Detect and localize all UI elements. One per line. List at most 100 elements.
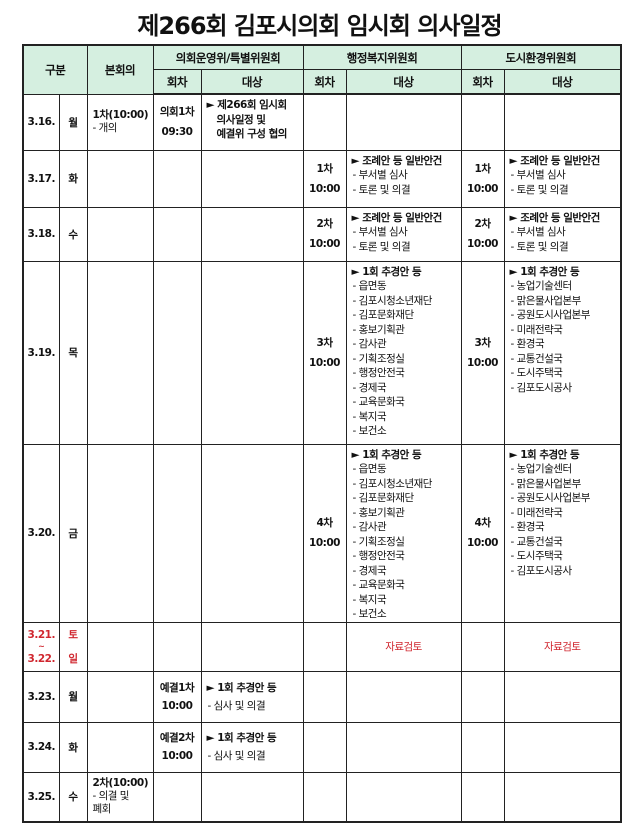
- c1-round-cell-line: 의회1차: [159, 106, 195, 119]
- day-text: 일: [68, 652, 78, 665]
- c2-round-cell: [302, 670, 347, 723]
- c2-round-cell-line: 10:00: [309, 182, 340, 195]
- table-row: 3.18. 수 2차 10:00 ► 조례안 등 일반안건 - 부서별 심사 - 토론 및 …: [22, 206, 622, 262]
- c3-round-cell-line: 10:00: [467, 356, 498, 369]
- c2-round-cell-line: 3차: [316, 336, 333, 349]
- c3-target-cell: ► 1회 추경안 등 - 농업기술센터 - 맑은물사업본부 - 공원도시사업본부 - 미…: [503, 443, 622, 623]
- c2-round-cell: [302, 721, 347, 773]
- c2-target-cell-line: ► 조례안 등 일반안건: [351, 154, 443, 167]
- empty-cell: [152, 621, 202, 672]
- c2-target-cell-line: - 부서별 심사: [352, 169, 408, 181]
- c3-target-cell-line: - 토론 및 의결: [510, 240, 569, 253]
- c3-target-cell-line: - 도시주택국: [510, 367, 563, 379]
- day-cell: 수: [58, 771, 88, 823]
- c3-target-cell-line: - 부서별 심사: [510, 169, 566, 181]
- header-committee1: 의회운영위/특별위원회: [152, 44, 304, 70]
- plenary-cell: [86, 721, 154, 773]
- c3-round-cell-line: 10:00: [467, 238, 498, 250]
- c2-target-cell: 자료검토: [345, 621, 462, 672]
- c2-target-cell-line: ► 1회 추경안 등: [351, 265, 422, 278]
- c1-round-cell-line: 예결2차: [159, 732, 195, 744]
- header-committee2: 행정복지위원회: [302, 44, 462, 70]
- day-cell: 월: [58, 93, 88, 151]
- table-row: 3.19. 목 3차 10:00 ► 1회 추경안 등 - 읍면동 - 김포시청소년재단 - …: [22, 260, 622, 445]
- date-cell: 3.18.: [22, 206, 60, 262]
- table-row: 3.25. 수 2차(10:00) - 의결 및 폐회: [22, 771, 622, 823]
- plenary-cell: [86, 149, 154, 208]
- c1-target-cell: ► 1회 추경안 등 - 심사 및 의결: [200, 721, 304, 773]
- plenary-cell: [86, 206, 154, 262]
- c3-round-cell-line: 3차: [474, 336, 491, 349]
- c3-target-cell-line: - 토론 및 의결: [510, 183, 569, 196]
- c3-round-cell: [460, 771, 505, 823]
- date-cell: 3.17.: [22, 149, 60, 208]
- day-cell: 화: [58, 721, 88, 773]
- c2-target-cell-line: ► 조례안 등 일반안건: [351, 211, 443, 224]
- plenary-cell: 1차(10:00) - 개의: [86, 93, 154, 151]
- header-target: 대상: [503, 69, 622, 95]
- c3-round-cell-line: 4차: [474, 517, 491, 529]
- c1-target-cell: [200, 771, 304, 823]
- c1-target-cell-line: ► 제266회 임시회: [206, 99, 288, 111]
- c2-target-cell: ► 조례안 등 일반안건 - 부서별 심사 - 토론 및 의결: [345, 206, 462, 262]
- c2-target-cell-line: - 경제국: [352, 381, 387, 394]
- c2-round-cell: 2차 10:00: [302, 206, 347, 262]
- date-cell: 3.24.: [22, 721, 60, 773]
- c3-target-cell-line: - 미래전략국: [510, 506, 563, 519]
- c3-round-cell-line: 1차: [474, 162, 491, 175]
- c3-round-cell-line: 10:00: [467, 182, 498, 195]
- c3-target-cell: [503, 93, 622, 151]
- c3-target-cell: ► 조례안 등 일반안건 - 부서별 심사 - 토론 및 의결: [503, 206, 622, 262]
- c2-target-cell-line: - 교육문화국: [352, 579, 405, 591]
- c2-target-cell-line: - 김포시청소년재단: [352, 294, 433, 307]
- c1-round-cell: 예결1차 10:00: [152, 670, 202, 723]
- c2-round-cell-line: 10:00: [309, 537, 340, 549]
- c3-target-cell: [503, 670, 622, 723]
- c3-target-cell-line: - 맑은물사업본부: [510, 294, 582, 307]
- plenary-cell-line: 폐회: [92, 803, 112, 816]
- c3-target-cell-line: - 공원도시사업본부: [510, 309, 591, 321]
- header-round: 회차: [302, 69, 347, 95]
- table-row: 3.23. 월 예결1차 10:00 ► 1회 추경안 등 - 심사 및 의결: [22, 670, 622, 723]
- c2-target-cell-line: - 토론 및 의결: [352, 240, 411, 253]
- empty-cell: [200, 621, 304, 672]
- c3-target-cell-line: - 교통건설국: [510, 535, 563, 548]
- c3-round-cell-line: 2차: [474, 218, 491, 230]
- c1-round-cell: [152, 443, 202, 623]
- day-cell: 수: [58, 206, 88, 262]
- c2-target-cell-line: - 보건소: [352, 608, 387, 620]
- day-cell: 금: [58, 443, 88, 623]
- page-title: 제266회 김포시의회 임시회 의사일정: [137, 12, 502, 40]
- c2-target-cell-line: - 행정안전국: [352, 550, 405, 562]
- plenary-cell-line: - 개의: [92, 122, 118, 134]
- c2-target-cell-line: - 기획조정실: [352, 352, 405, 365]
- plenary-cell-line: 1차(10:00): [92, 109, 149, 121]
- date-text: ~: [38, 641, 45, 651]
- header-round: 회차: [460, 69, 505, 95]
- c2-target-cell: [345, 670, 462, 723]
- c1-target-cell-line: ► 1회 추경안 등: [206, 732, 277, 744]
- c3-round-cell: [460, 721, 505, 773]
- c1-round-cell-line: 09:30: [161, 126, 193, 139]
- c3-target-cell: [503, 721, 622, 773]
- c2-target-cell-line: - 홍보기획관: [352, 506, 405, 519]
- c1-round-cell: [152, 206, 202, 262]
- c2-target-cell-line: - 경제국: [352, 564, 387, 577]
- c2-target-cell: [345, 721, 462, 773]
- c1-target-cell: [200, 443, 304, 623]
- schedule-table: 구분 본회의 의회운영위/특별위원회 행정복지위원회 도시환경위원회 회차 대상…: [22, 44, 623, 823]
- date-cell: 3.19.: [22, 260, 60, 445]
- date-text: 3.22.: [27, 652, 56, 665]
- c3-target-cell-line: - 미래전략국: [510, 323, 563, 336]
- header-round: 회차: [152, 69, 202, 95]
- c2-target-cell-line: - 김포문화재단: [352, 309, 415, 321]
- c3-target-cell-line: - 교통건설국: [510, 352, 563, 365]
- c2-round-cell-line: 10:00: [309, 356, 340, 369]
- c1-round-cell-line: 10:00: [161, 750, 193, 762]
- c3-target-cell-line: - 환경국: [510, 338, 545, 350]
- c1-target-cell: ► 1회 추경안 등 - 심사 및 의결: [200, 670, 304, 723]
- date-cell: 3.21. ~3.22.: [22, 621, 60, 672]
- c3-target-cell-line: ► 1회 추경안 등: [509, 265, 580, 278]
- plenary-cell-line: 2차(10:00): [92, 777, 149, 790]
- plenary-cell: 2차(10:00) - 의결 및 폐회: [86, 771, 154, 823]
